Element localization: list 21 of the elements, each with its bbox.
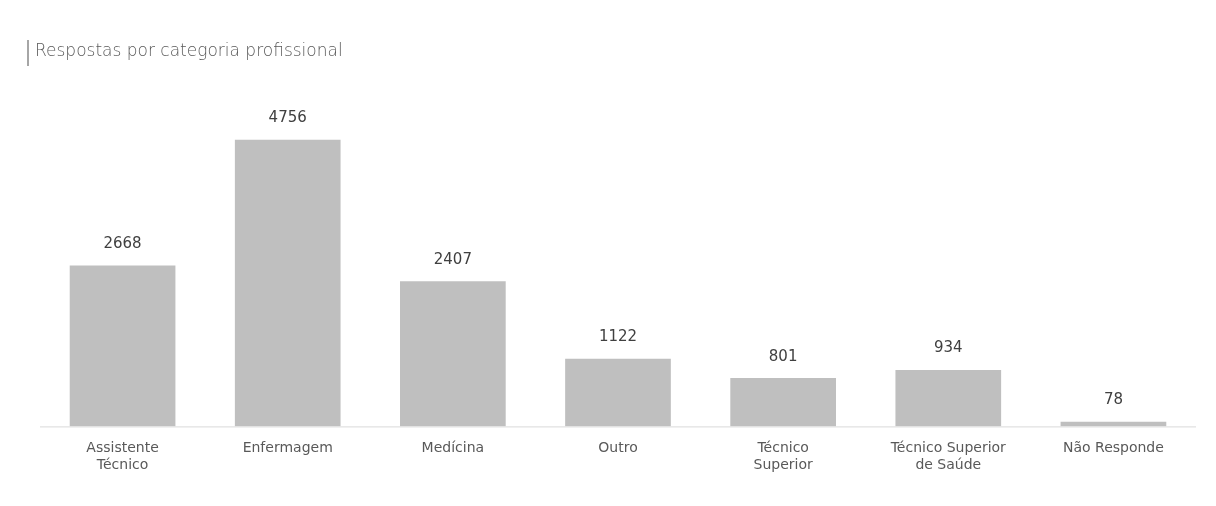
x-tick-label: Medícina: [421, 439, 485, 456]
data-label: 934: [933, 338, 963, 357]
x-tick-label: Não Responde: [1062, 439, 1164, 456]
chart-title: Respostas por categoria profissional: [35, 40, 343, 60]
bar: [730, 378, 836, 427]
x-tick-label: Enfermagem: [242, 439, 333, 456]
x-tick-label: Assistente Técnico: [86, 439, 159, 473]
data-label: 2668: [103, 233, 142, 252]
data-label: 4756: [268, 108, 307, 127]
x-tick-label: Outro: [598, 439, 638, 456]
bar: [895, 370, 1002, 427]
x-tick-label: Técnico Superior de Saúde: [889, 439, 1007, 473]
bar: [565, 358, 671, 427]
data-label: 801: [768, 346, 798, 365]
data-label: 1122: [598, 327, 638, 346]
bar: [400, 281, 506, 427]
data-label: 2407: [433, 249, 472, 268]
data-label: 78: [1103, 390, 1123, 409]
bar: [234, 139, 341, 427]
x-tick-label: Técnico Superior: [753, 439, 813, 473]
bar: [69, 265, 176, 427]
